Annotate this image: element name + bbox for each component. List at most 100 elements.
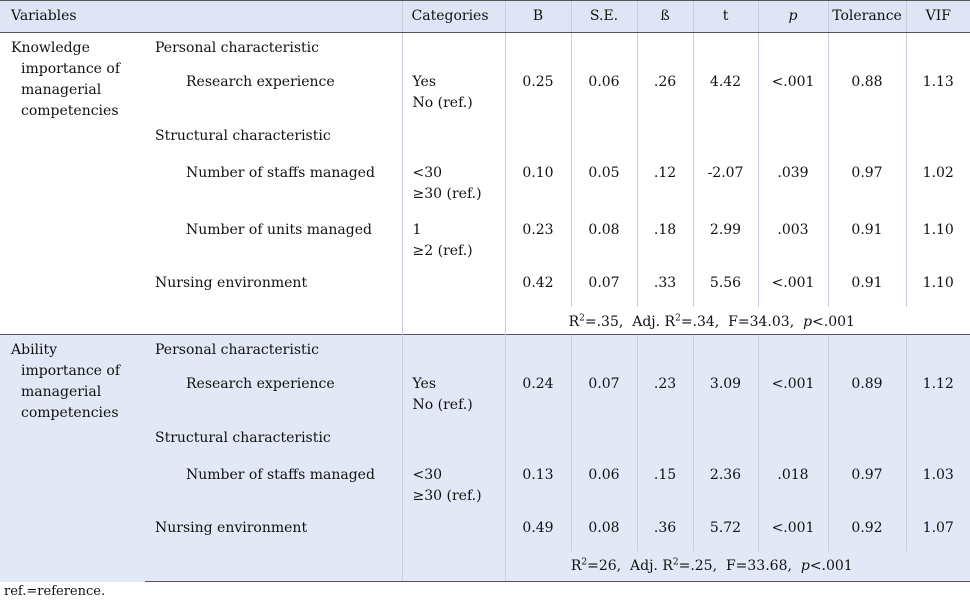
p-value: <.001	[757, 63, 829, 121]
adj-r2-label: Adj. R	[632, 313, 676, 330]
se-value: 0.08	[570, 512, 638, 551]
tolerance-value: 0.89	[827, 365, 907, 423]
header-categories: Categories	[401, 0, 506, 33]
category-value: Yes	[412, 73, 437, 90]
r2-value: =26,	[587, 557, 622, 574]
r2-label: R	[568, 313, 580, 330]
t-value: -2.07	[692, 154, 759, 212]
category-value: <30	[412, 466, 443, 483]
row-label: Number of staffs managed	[145, 456, 403, 513]
p-summary-value: <.001	[809, 557, 853, 574]
row-label: Number of units managed	[145, 211, 403, 268]
model-fit-statistics: R2=.35, Adj. R2=.34, F=34.03, p<.001	[504, 306, 970, 335]
category-cell	[401, 32, 506, 64]
table-row: Structural characteristic	[0, 120, 970, 155]
b-value: 0.49	[504, 512, 572, 551]
se-value: 0.06	[570, 456, 638, 513]
p-value: <.001	[757, 512, 829, 551]
tolerance-value: 0.91	[827, 211, 907, 268]
tolerance-value	[827, 334, 907, 366]
f-statistic: F=34.03,	[728, 313, 795, 330]
category-cell: 1 ≥2 (ref.)	[401, 211, 506, 268]
p-label: p	[800, 557, 810, 574]
vif-value	[905, 32, 970, 64]
category-value: Yes	[412, 375, 437, 392]
tolerance-value: 0.91	[827, 267, 907, 307]
variable-label-line: managerial	[21, 82, 102, 98]
variable-group-label: Ability importance of managerial competenci…	[0, 334, 145, 582]
vif-value: 1.03	[905, 456, 970, 513]
table-row: Structural characteristic	[0, 422, 970, 457]
p-value: .018	[757, 456, 829, 513]
vif-value: 1.12	[905, 365, 970, 423]
row-label: Personal characteristic	[145, 32, 403, 64]
beta-value: .36	[636, 512, 694, 551]
category-value: No (ref.)	[412, 94, 473, 111]
beta-value: .23	[636, 365, 694, 423]
beta-value: .12	[636, 154, 694, 212]
b-value	[504, 334, 572, 366]
header-tolerance: Tolerance	[827, 0, 907, 33]
variable-label-line: managerial	[21, 384, 102, 400]
se-value: 0.07	[570, 267, 638, 307]
b-value: 0.24	[504, 365, 572, 423]
tolerance-value: 0.97	[827, 154, 907, 212]
b-value: 0.23	[504, 211, 572, 268]
beta-value: .26	[636, 63, 694, 121]
variable-label-line: Ability	[11, 342, 58, 358]
p-value	[757, 32, 829, 64]
t-value: 2.99	[692, 211, 759, 268]
beta-value: .18	[636, 211, 694, 268]
variable-label-line: Knowledge	[11, 40, 90, 56]
row-label: Nursing environment	[145, 512, 403, 551]
b-value	[504, 32, 572, 64]
vif-value	[905, 334, 970, 366]
category-value: No (ref.)	[412, 396, 473, 413]
header-p: p	[757, 0, 829, 33]
row-label: Research experience	[145, 365, 403, 423]
vif-value	[905, 422, 970, 457]
p-summary-value: <.001	[812, 313, 855, 330]
t-value	[692, 422, 759, 457]
model-summary-row: R2=.35, Adj. R2=.34, F=34.03, p<.001	[0, 306, 970, 335]
p-label: p	[803, 313, 813, 330]
table-row: Number of staffs managed <30 ≥30 (ref.) 0.1…	[0, 154, 970, 212]
header-vif: VIF	[905, 0, 970, 33]
se-value	[570, 32, 638, 64]
f-statistic: F=33.68,	[725, 557, 792, 574]
header-row: Variables Categories B S.E. ß t p Tolera…	[0, 0, 970, 33]
row-label: Structural characteristic	[145, 120, 403, 155]
row-label: Personal characteristic	[145, 334, 403, 366]
vif-value: 1.02	[905, 154, 970, 212]
vif-value: 1.10	[905, 211, 970, 268]
p-value	[757, 422, 829, 457]
superscript: 2	[581, 556, 588, 567]
tolerance-value	[827, 422, 907, 457]
category-cell	[401, 334, 506, 366]
se-value: 0.07	[570, 365, 638, 423]
superscript: 2	[672, 556, 679, 567]
header-b: B	[504, 0, 572, 33]
se-value: 0.05	[570, 154, 638, 212]
model-summary-row: R2=26, Adj. R2=.25, F=33.68, p<.001	[0, 550, 970, 582]
category-cell: Yes No (ref.)	[401, 63, 506, 121]
summary-spacer	[401, 550, 506, 582]
table-body: Knowledge importance of managerial competen…	[0, 32, 970, 582]
vif-value	[905, 120, 970, 155]
variable-label-line: importance of	[21, 61, 121, 77]
tolerance-value: 0.88	[827, 63, 907, 121]
table-row: Number of staffs managed <30 ≥30 (ref.) 0.1…	[0, 456, 970, 513]
se-value	[570, 120, 638, 155]
category-cell: <30 ≥30 (ref.)	[401, 456, 506, 513]
table-row: Number of units managed 1 ≥2 (ref.) 0.23 0.0…	[0, 211, 970, 268]
table-row: Research experience Yes No (ref.) 0.24 0.07.…	[0, 365, 970, 423]
category-cell	[401, 422, 506, 457]
variable-label-line: competencies	[21, 103, 119, 119]
r2-label: R	[570, 557, 582, 574]
beta-value	[636, 120, 694, 155]
category-cell: Yes No (ref.)	[401, 365, 506, 423]
t-value: 3.09	[692, 365, 759, 423]
vif-value: 1.13	[905, 63, 970, 121]
t-value: 5.72	[692, 512, 759, 551]
table-row: Research experience Yes No (ref.) 0.25 0.06.…	[0, 63, 970, 121]
